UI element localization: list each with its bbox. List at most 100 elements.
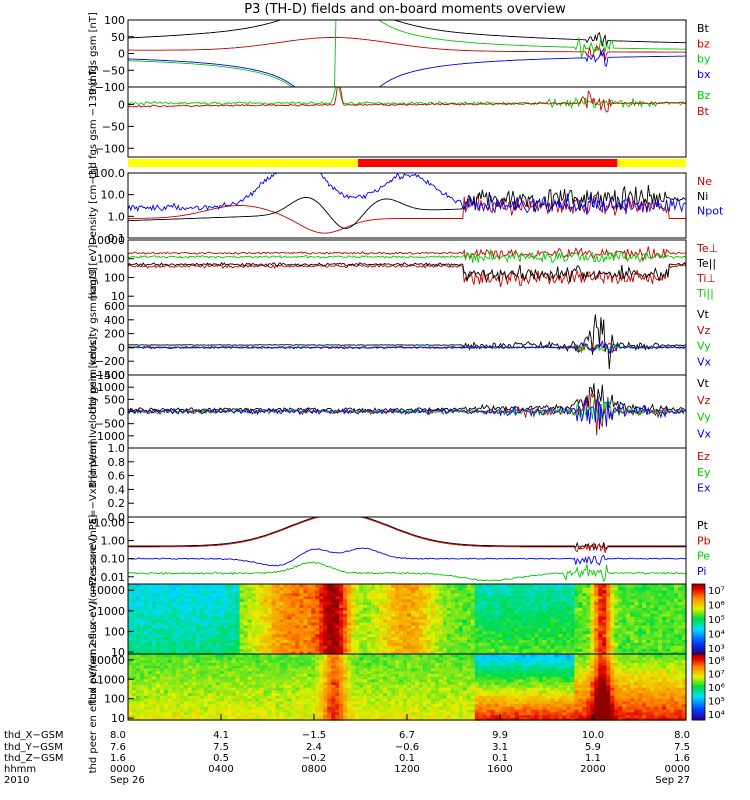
spectrogram-cell xyxy=(171,610,177,614)
spectrogram-cell xyxy=(426,636,432,640)
spectrogram-cell xyxy=(682,607,687,611)
spectrogram-cell xyxy=(622,604,627,608)
spectrogram-cell xyxy=(578,610,583,614)
spectrogram-cell xyxy=(143,633,149,638)
spectrogram-cell xyxy=(239,584,245,588)
spectrogram-cell xyxy=(211,681,217,685)
spectrogram-cell xyxy=(442,651,448,655)
spectrogram-cell xyxy=(175,589,181,594)
spectrogram-cell xyxy=(586,648,591,652)
spectrogram-cell xyxy=(542,630,548,635)
spectrogram-cell xyxy=(235,692,241,696)
spectrogram-cell xyxy=(247,651,253,655)
spectrogram-cell xyxy=(646,627,651,632)
spectrogram-cell xyxy=(267,656,273,661)
spectrogram-cell xyxy=(287,619,292,623)
spectrogram-cell xyxy=(319,624,324,629)
spectrogram-cell xyxy=(347,665,352,669)
spectrogram-cell xyxy=(219,659,225,663)
spectrogram-cell xyxy=(367,604,372,608)
spectrogram-cell xyxy=(303,695,308,699)
spectrogram-cell xyxy=(151,627,157,632)
spectrogram-cell xyxy=(634,636,639,640)
spectrogram-cell xyxy=(339,670,344,674)
spectrogram-cell xyxy=(163,703,169,707)
series-line-fgs-1 xyxy=(128,37,686,61)
spectrogram-cell xyxy=(506,651,512,655)
spectrogram-cell xyxy=(442,627,448,632)
spectrogram-cell xyxy=(347,616,352,620)
spectrogram-cell xyxy=(355,656,360,661)
spectrogram-cell xyxy=(155,656,161,661)
spectrogram-cell xyxy=(167,703,173,707)
spectrogram-cell xyxy=(128,604,133,608)
spectrogram-cell xyxy=(227,711,233,716)
spectrogram-cell xyxy=(243,610,249,614)
spectrogram-cell xyxy=(315,709,320,713)
spectrogram-cell xyxy=(239,670,245,674)
spectrogram-cell xyxy=(610,607,615,611)
spectrogram-cell xyxy=(299,676,304,680)
spectrogram-cell xyxy=(347,656,352,661)
spectrogram-cell xyxy=(343,673,348,677)
spectrogram-cell xyxy=(678,592,683,597)
spectrogram-cell xyxy=(335,714,340,718)
spectrogram-cell xyxy=(670,586,675,591)
spectrogram-cell xyxy=(450,651,456,655)
spectrogram-cell xyxy=(247,630,253,635)
spectrogram-cell xyxy=(203,616,209,620)
spectrogram-cell xyxy=(283,595,288,600)
spectrogram-cell xyxy=(319,714,324,718)
spectrogram-cell xyxy=(375,636,380,640)
spectrogram-cell xyxy=(279,665,285,669)
spectrogram-cell xyxy=(307,651,312,655)
spectrogram-cell xyxy=(359,706,364,710)
spectrogram-cell xyxy=(207,592,213,597)
spectrogram-cell xyxy=(143,714,149,718)
spectrogram-cell xyxy=(510,642,516,646)
spectrogram-cell xyxy=(602,621,607,626)
spectrogram-cell xyxy=(163,648,169,652)
spectrogram-cell xyxy=(359,698,364,702)
spectrogram-cell xyxy=(183,698,189,702)
spectrogram-cell xyxy=(395,586,400,591)
spectrogram-cell xyxy=(203,636,209,640)
spectrogram-cell xyxy=(351,592,356,597)
spectrogram-cell xyxy=(327,670,332,674)
spectrogram-cell xyxy=(331,633,336,638)
spectrogram-cell xyxy=(666,601,671,605)
colorbar-cell xyxy=(692,592,705,596)
spectrogram-cell xyxy=(482,636,488,640)
spectrogram-cell xyxy=(291,621,296,626)
spectrogram-cell xyxy=(598,636,603,640)
spectrogram-cell xyxy=(275,630,281,635)
spectrogram-cell xyxy=(371,589,376,594)
spectrogram-cell xyxy=(255,598,261,603)
spectrogram-cell xyxy=(506,642,512,646)
spectrogram-cell xyxy=(530,651,536,655)
spectrogram-cell xyxy=(554,595,560,600)
spectrogram-cell xyxy=(199,589,205,594)
spectrogram-cell xyxy=(666,616,671,620)
colorbar-cell xyxy=(692,619,705,622)
spectrogram-cell xyxy=(239,681,245,685)
spectrogram-cell xyxy=(211,621,217,626)
spectrogram-cell xyxy=(263,639,269,643)
spectrogram-cell xyxy=(415,592,420,597)
spectrogram-cell xyxy=(430,651,436,655)
spectrogram-cell xyxy=(211,659,217,663)
spectrogram-cell xyxy=(530,607,536,611)
spectrogram-cell xyxy=(458,616,464,620)
spectrogram-cell xyxy=(183,711,189,716)
spectrogram-cell xyxy=(219,700,225,705)
spectrogram-cell xyxy=(243,595,249,600)
spectrogram-cell xyxy=(610,627,615,632)
spectrogram-cell xyxy=(339,678,344,683)
spectrogram-cell xyxy=(526,639,532,643)
spectrogram-cell xyxy=(359,676,364,680)
spectrogram-cell xyxy=(271,619,277,623)
spectrogram-cell xyxy=(231,648,237,652)
spectrogram-cell xyxy=(411,642,416,646)
spectrogram-cell xyxy=(219,667,225,672)
spectrogram-cell xyxy=(163,684,169,688)
